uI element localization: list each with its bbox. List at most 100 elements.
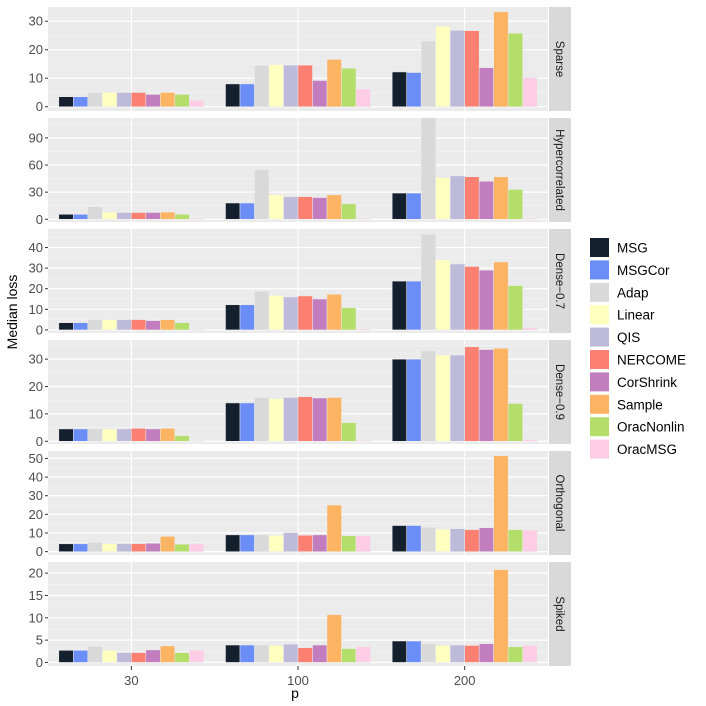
bar-linear-100 bbox=[268, 295, 284, 331]
bar-linear-200 bbox=[435, 645, 451, 663]
x-tick-label-30: 30 bbox=[124, 673, 138, 688]
bar-msgcor-200 bbox=[406, 280, 422, 331]
y-tick-label: 60 bbox=[29, 158, 43, 173]
bar-oracmsg-200 bbox=[522, 327, 538, 331]
bar-linear-30 bbox=[102, 92, 118, 107]
legend-item-adap: Adap bbox=[590, 282, 649, 302]
bar-qis-30 bbox=[116, 543, 132, 552]
y-tick-label: 0 bbox=[36, 434, 43, 449]
strip-background bbox=[549, 562, 571, 666]
legend-label-oracmsg: OracMSG bbox=[617, 442, 677, 457]
bar-qis-200 bbox=[449, 644, 465, 663]
bar-oracmsg-30 bbox=[189, 99, 205, 107]
y-tick-label: 5 bbox=[36, 633, 43, 648]
legend-label-nercome: NERCOME bbox=[617, 353, 686, 368]
bar-sample-200 bbox=[493, 455, 509, 552]
bar-adap-30 bbox=[87, 206, 103, 220]
legend-key-qis bbox=[590, 327, 609, 347]
strip-background bbox=[549, 7, 571, 111]
panel-hypercorrelated: 0 30 60 90 Hypercorrelated bbox=[29, 117, 571, 227]
bar-nercome-100 bbox=[297, 396, 313, 442]
bar-corshrink-100 bbox=[312, 197, 328, 220]
bar-sample-200 bbox=[493, 347, 509, 442]
bar-sample-100 bbox=[326, 194, 342, 220]
bar-corshrink-200 bbox=[478, 349, 494, 442]
bar-sample-100 bbox=[326, 59, 342, 107]
bar-linear-200 bbox=[435, 26, 451, 107]
bar-adap-100 bbox=[254, 65, 270, 107]
x-axis-title: p bbox=[291, 685, 299, 701]
y-tick-label: 40 bbox=[29, 240, 43, 255]
bar-oracnonlin-200 bbox=[507, 646, 523, 663]
bar-sample-100 bbox=[326, 294, 342, 331]
panel-spiked: 0 5 10 15 20 Spiked bbox=[29, 562, 571, 670]
bar-corshrink-100 bbox=[312, 298, 328, 331]
bar-oracnonlin-30 bbox=[174, 435, 190, 442]
bar-corshrink-200 bbox=[478, 67, 494, 107]
bar-msg-200 bbox=[391, 192, 407, 220]
legend-item-corshrink: CorShrink bbox=[590, 372, 677, 392]
bar-qis-100 bbox=[283, 643, 299, 663]
panel-orthogonal: 0 10 20 30 40 50 Orthogonal bbox=[29, 451, 571, 559]
bar-qis-100 bbox=[283, 397, 299, 442]
bar-msgcor-30 bbox=[73, 322, 89, 331]
legend-label-corshrink: CorShrink bbox=[617, 375, 677, 390]
bar-nercome-30 bbox=[131, 652, 147, 663]
y-tick-label: 0 bbox=[36, 212, 43, 227]
bar-corshrink-200 bbox=[478, 527, 494, 552]
bar-oracmsg-200 bbox=[522, 645, 538, 663]
bar-qis-100 bbox=[283, 64, 299, 107]
bar-linear-200 bbox=[435, 529, 451, 552]
bar-qis-200 bbox=[449, 528, 465, 552]
bar-sample-30 bbox=[160, 428, 176, 442]
bar-adap-30 bbox=[87, 319, 103, 331]
bar-adap-100 bbox=[254, 291, 270, 331]
bar-msgcor-100 bbox=[239, 402, 255, 442]
bar-msgcor-100 bbox=[239, 83, 255, 107]
y-tick-label: 30 bbox=[29, 14, 43, 29]
bar-oracmsg-100 bbox=[355, 218, 371, 220]
strip-background bbox=[549, 229, 571, 333]
y-tick-label: 20 bbox=[29, 281, 43, 296]
strip-label-orthogonal: Orthogonal bbox=[553, 475, 565, 532]
y-tick-label: 15 bbox=[29, 588, 43, 603]
bar-sample-100 bbox=[326, 397, 342, 442]
bar-nercome-200 bbox=[464, 176, 480, 220]
bar-msg-100 bbox=[225, 644, 241, 663]
bar-corshrink-30 bbox=[145, 543, 161, 552]
bar-oracnonlin-200 bbox=[507, 403, 523, 442]
strip-background bbox=[549, 451, 571, 555]
bar-corshrink-100 bbox=[312, 644, 328, 663]
bar-linear-100 bbox=[268, 645, 284, 663]
bar-qis-100 bbox=[283, 532, 299, 552]
bar-qis-200 bbox=[449, 354, 465, 442]
bar-adap-200 bbox=[420, 643, 436, 663]
bar-msg-200 bbox=[391, 525, 407, 552]
bar-oracmsg-30 bbox=[189, 440, 205, 442]
bar-oracmsg-30 bbox=[189, 329, 205, 331]
x-tick-label-200: 200 bbox=[454, 673, 476, 688]
bar-oracmsg-100 bbox=[355, 328, 371, 331]
bar-msgcor-30 bbox=[73, 96, 89, 107]
bar-linear-100 bbox=[268, 64, 284, 107]
legend-label-sample: Sample bbox=[617, 397, 663, 412]
bar-linear-100 bbox=[268, 398, 284, 442]
bar-nercome-200 bbox=[464, 30, 480, 107]
bar-corshrink-100 bbox=[312, 397, 328, 442]
legend-label-adap: Adap bbox=[617, 285, 649, 300]
bar-oracnonlin-200 bbox=[507, 529, 523, 552]
bar-msg-200 bbox=[391, 280, 407, 331]
bar-qis-30 bbox=[116, 652, 132, 663]
bar-msgcor-200 bbox=[406, 192, 422, 220]
bar-msg-200 bbox=[391, 358, 407, 442]
y-tick-label: 10 bbox=[29, 406, 43, 421]
y-tick-label: 90 bbox=[29, 130, 43, 145]
bar-nercome-30 bbox=[131, 319, 147, 331]
legend-item-oracnonlin: OracNonlin bbox=[590, 417, 685, 437]
bar-msg-30 bbox=[58, 543, 74, 552]
bar-oracnonlin-100 bbox=[341, 648, 357, 663]
bar-qis-30 bbox=[116, 92, 132, 107]
bar-msg-30 bbox=[58, 96, 74, 107]
strip-label-dense-0-9: Dense−0.9 bbox=[553, 364, 565, 420]
